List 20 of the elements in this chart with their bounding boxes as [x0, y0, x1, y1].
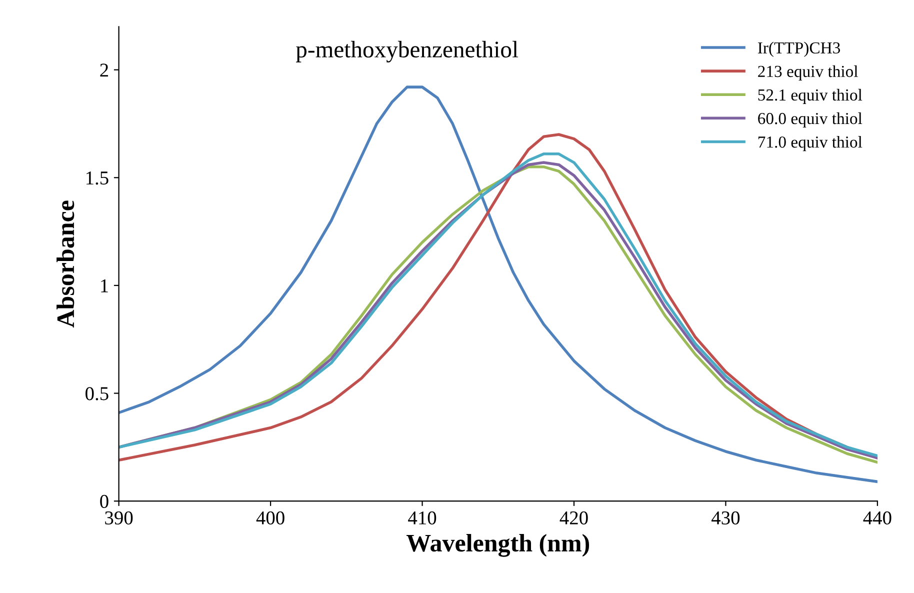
x-tick-label: 410 — [408, 511, 436, 524]
x-tick-label: 430 — [712, 511, 740, 524]
legend-label: 60.0 equiv thiol — [758, 112, 862, 128]
legend-label: Ir(TTP)CH3 — [758, 42, 840, 57]
legend-label: 52.1 equiv thiol — [758, 88, 862, 104]
legend-label: 213 equiv thiol — [758, 65, 858, 80]
x-tick-label: 400 — [256, 511, 284, 524]
x-tick-label: 440 — [863, 511, 892, 524]
y-tick-label: 0.5 — [86, 387, 108, 400]
y-tick-label: 1.5 — [86, 172, 108, 185]
line-series — [118, 86, 878, 484]
y-tick-label: 1 — [101, 279, 108, 292]
x-axis-title: Wavelength (nm) — [406, 534, 590, 557]
text: p-methoxybenzenethiol — [296, 40, 518, 62]
x-tick-label: 420 — [560, 511, 588, 524]
y-tick-label: 0 — [100, 494, 108, 508]
legend-label: 71.0 equiv thiol — [758, 136, 862, 152]
y-tick-label: 2 — [100, 64, 108, 77]
x-tick-label: 390 — [105, 511, 133, 524]
y-axis-title: Absorbance — [56, 200, 74, 328]
